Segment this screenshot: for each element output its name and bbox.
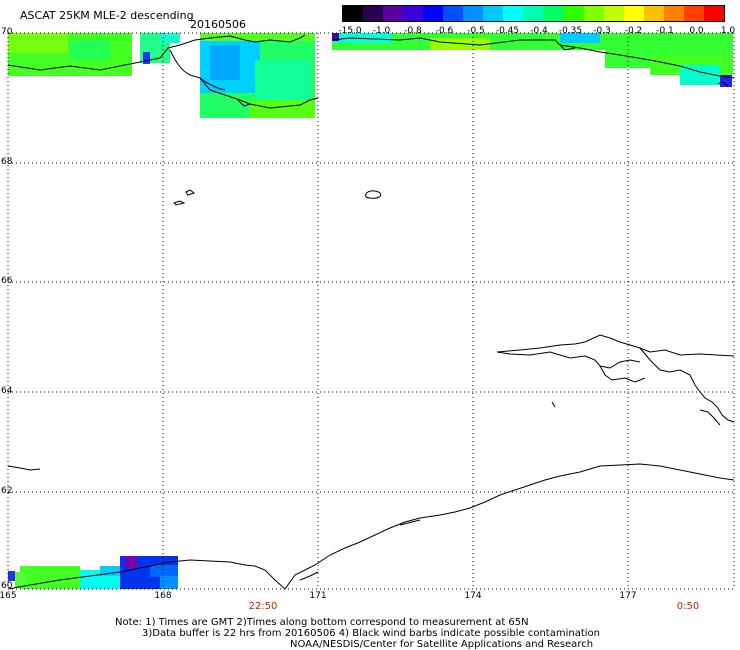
lon-label-165: 165 [0, 591, 17, 601]
lat-label-70: 70 [1, 27, 13, 37]
colorbar-segment [503, 6, 524, 21]
colorbar-label: -0.45 [495, 26, 520, 36]
coastline [7, 34, 735, 590]
lat-label-64: 64 [1, 386, 13, 396]
colorbar-label: -0.6 [435, 26, 454, 36]
colorbar-segment [483, 6, 504, 21]
colorbar-segment [643, 6, 664, 21]
lat-label-66: 66 [1, 276, 13, 286]
chart-title: ASCAT 25KM MLE-2 descending [20, 9, 194, 22]
colorbar-label: -0.5 [467, 26, 485, 36]
colorbar-label: -0.2 [624, 26, 643, 36]
colorbar-labels: -15.0 -1.0 -0.8 -0.6 -0.5 -0.45 -0.4 -0.35 -0.3 -… [336, 26, 736, 38]
note-line-3: NOAA/NESDIS/Center for Satellite Applica… [290, 639, 594, 650]
lat-label-60: 60 [1, 581, 13, 591]
colorbar-segment [683, 6, 704, 21]
colorbar-segment [543, 6, 564, 21]
colorbar-segment [583, 6, 604, 21]
colorbar-label: -0.4 [530, 26, 548, 36]
data-swath-south [8, 556, 178, 589]
colorbar-label: -1.0 [372, 26, 391, 36]
colorbar-segment [363, 6, 384, 21]
colorbar-label: -15.0 [338, 26, 362, 36]
colorbar-label: -0.35 [558, 26, 583, 36]
colorbar-segment [403, 6, 424, 21]
colorbar-label: -0.1 [656, 26, 674, 36]
data-swath-north-center [200, 33, 315, 118]
note-line-1: Note: 1) Times are GMT 2)Times along bot… [115, 617, 529, 628]
colorbar-label: -0.3 [593, 26, 611, 36]
chart-date: 20160506 [190, 18, 246, 31]
data-swath-northwest [8, 33, 180, 76]
colorbar-segment [423, 6, 444, 21]
data-swath-northeast [332, 33, 733, 87]
colorbar-segment [383, 6, 404, 21]
note-line-2: 3)Data buffer is 22 hrs from 20160506 4)… [142, 628, 600, 639]
colorbar-segment [603, 6, 624, 21]
lon-label-168: 168 [154, 591, 172, 601]
colorbar-segment [463, 6, 484, 21]
lon-label-171: 171 [309, 591, 327, 601]
time-label-0050: 0:50 [676, 601, 700, 612]
lat-label-62: 62 [1, 486, 13, 496]
colorbar-label: -0.8 [404, 26, 422, 36]
colorbar-segment [623, 6, 644, 21]
colorbar-label: 0.0 [689, 26, 704, 36]
colorbar-segment [523, 6, 544, 21]
colorbar [342, 5, 725, 22]
lat-lon-grid [7, 32, 735, 590]
colorbar-segment [443, 6, 464, 21]
colorbar-segment [703, 6, 724, 21]
colorbar-segment [663, 6, 684, 21]
colorbar-segment [563, 6, 584, 21]
lat-label-68: 68 [1, 157, 13, 167]
colorbar-label: 1.0 [720, 26, 736, 36]
lon-label-174: 174 [464, 591, 482, 601]
time-label-2250: 22:50 [248, 601, 278, 612]
lon-label-177: 177 [619, 591, 637, 601]
colorbar-segment [343, 6, 364, 21]
